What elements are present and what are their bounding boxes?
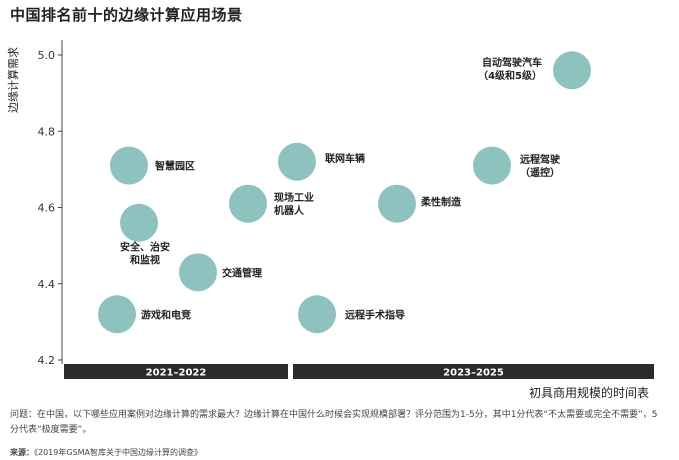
y-tick-label: 4.4: [38, 278, 56, 291]
data-point-label: 远程手术指导: [345, 308, 405, 321]
data-point-label-line: （遥控）: [520, 166, 560, 179]
y-tick-label: 5.0: [38, 49, 56, 62]
source-note: 来源：《2019年GSMA智库关于中国边缘计算的调查》: [10, 447, 202, 458]
data-point-label-line: 安全、治安: [120, 240, 170, 253]
data-point-label-line: 自动驾驶汽车: [482, 56, 542, 69]
data-point-label: 自动驾驶汽车（4级和5级）: [478, 56, 542, 82]
data-point-label-line: 和监视: [129, 253, 160, 266]
data-point-label: 游戏和电竞: [141, 308, 191, 321]
data-point-label: 现场工业机器人: [274, 191, 314, 217]
data-point-bubble: [179, 253, 217, 292]
data-point-label: 柔性制造: [420, 196, 462, 209]
data-point-bubble: [553, 51, 591, 90]
period-band: [64, 364, 288, 379]
chart-title: 中国排名前十的边缘计算应用场景: [10, 6, 243, 24]
data-point-label-line: 柔性制造: [420, 196, 462, 209]
y-axis-label: 边缘计算需求: [6, 47, 20, 113]
data-point-label-line: 智慧园区: [155, 160, 195, 173]
data-point-label-line: 远程手术指导: [345, 308, 405, 321]
data-point-label-line: 现场工业: [274, 191, 314, 204]
data-point-bubble: [473, 146, 511, 185]
source-label: 来源：: [10, 448, 34, 457]
data-point-bubble: [298, 295, 336, 334]
data-point-label-line: 交通管理: [222, 266, 262, 279]
x-axis-label: 初具商用规模的时间表: [528, 386, 649, 400]
y-tick-label: 4.8: [38, 125, 56, 138]
data-point-bubble: [378, 184, 416, 223]
source-text: 《2019年GSMA智库关于中国边缘计算的调查》: [34, 448, 203, 457]
period-label: 2021–2022: [146, 368, 207, 379]
data-point-bubble: [278, 142, 316, 181]
y-tick-label: 4.6: [38, 202, 56, 215]
data-point-label: 远程驾驶（遥控）: [520, 153, 560, 179]
data-point-label-line: 游戏和电竞: [141, 308, 191, 321]
data-point-label: 交通管理: [222, 266, 262, 279]
y-tick-label: 4.2: [38, 354, 56, 367]
period-label: 2023–2025: [443, 368, 504, 379]
data-point-label-line: 联网车辆: [325, 152, 365, 165]
data-point-label-line: 机器人: [274, 204, 305, 217]
survey-question-note: 问题：在中国，以下哪些应用案例对边缘计算的需求最大？边缘计算在中国什么时候会实现…: [10, 410, 658, 435]
data-point-label-line: 远程驾驶: [520, 153, 560, 166]
data-point-label: 联网车辆: [325, 152, 365, 165]
y-axis-label-text: 边缘计算需求: [6, 47, 20, 113]
data-point-bubble: [98, 295, 136, 334]
data-point-label: 智慧园区: [155, 160, 195, 173]
data-point-bubble: [229, 184, 267, 223]
data-point-label: 安全、治安和监视: [120, 240, 170, 266]
data-point-label-line: （4级和5级）: [478, 69, 542, 82]
data-point-bubble: [120, 203, 158, 242]
data-point-bubble: [110, 146, 148, 185]
period-band: [293, 364, 654, 379]
